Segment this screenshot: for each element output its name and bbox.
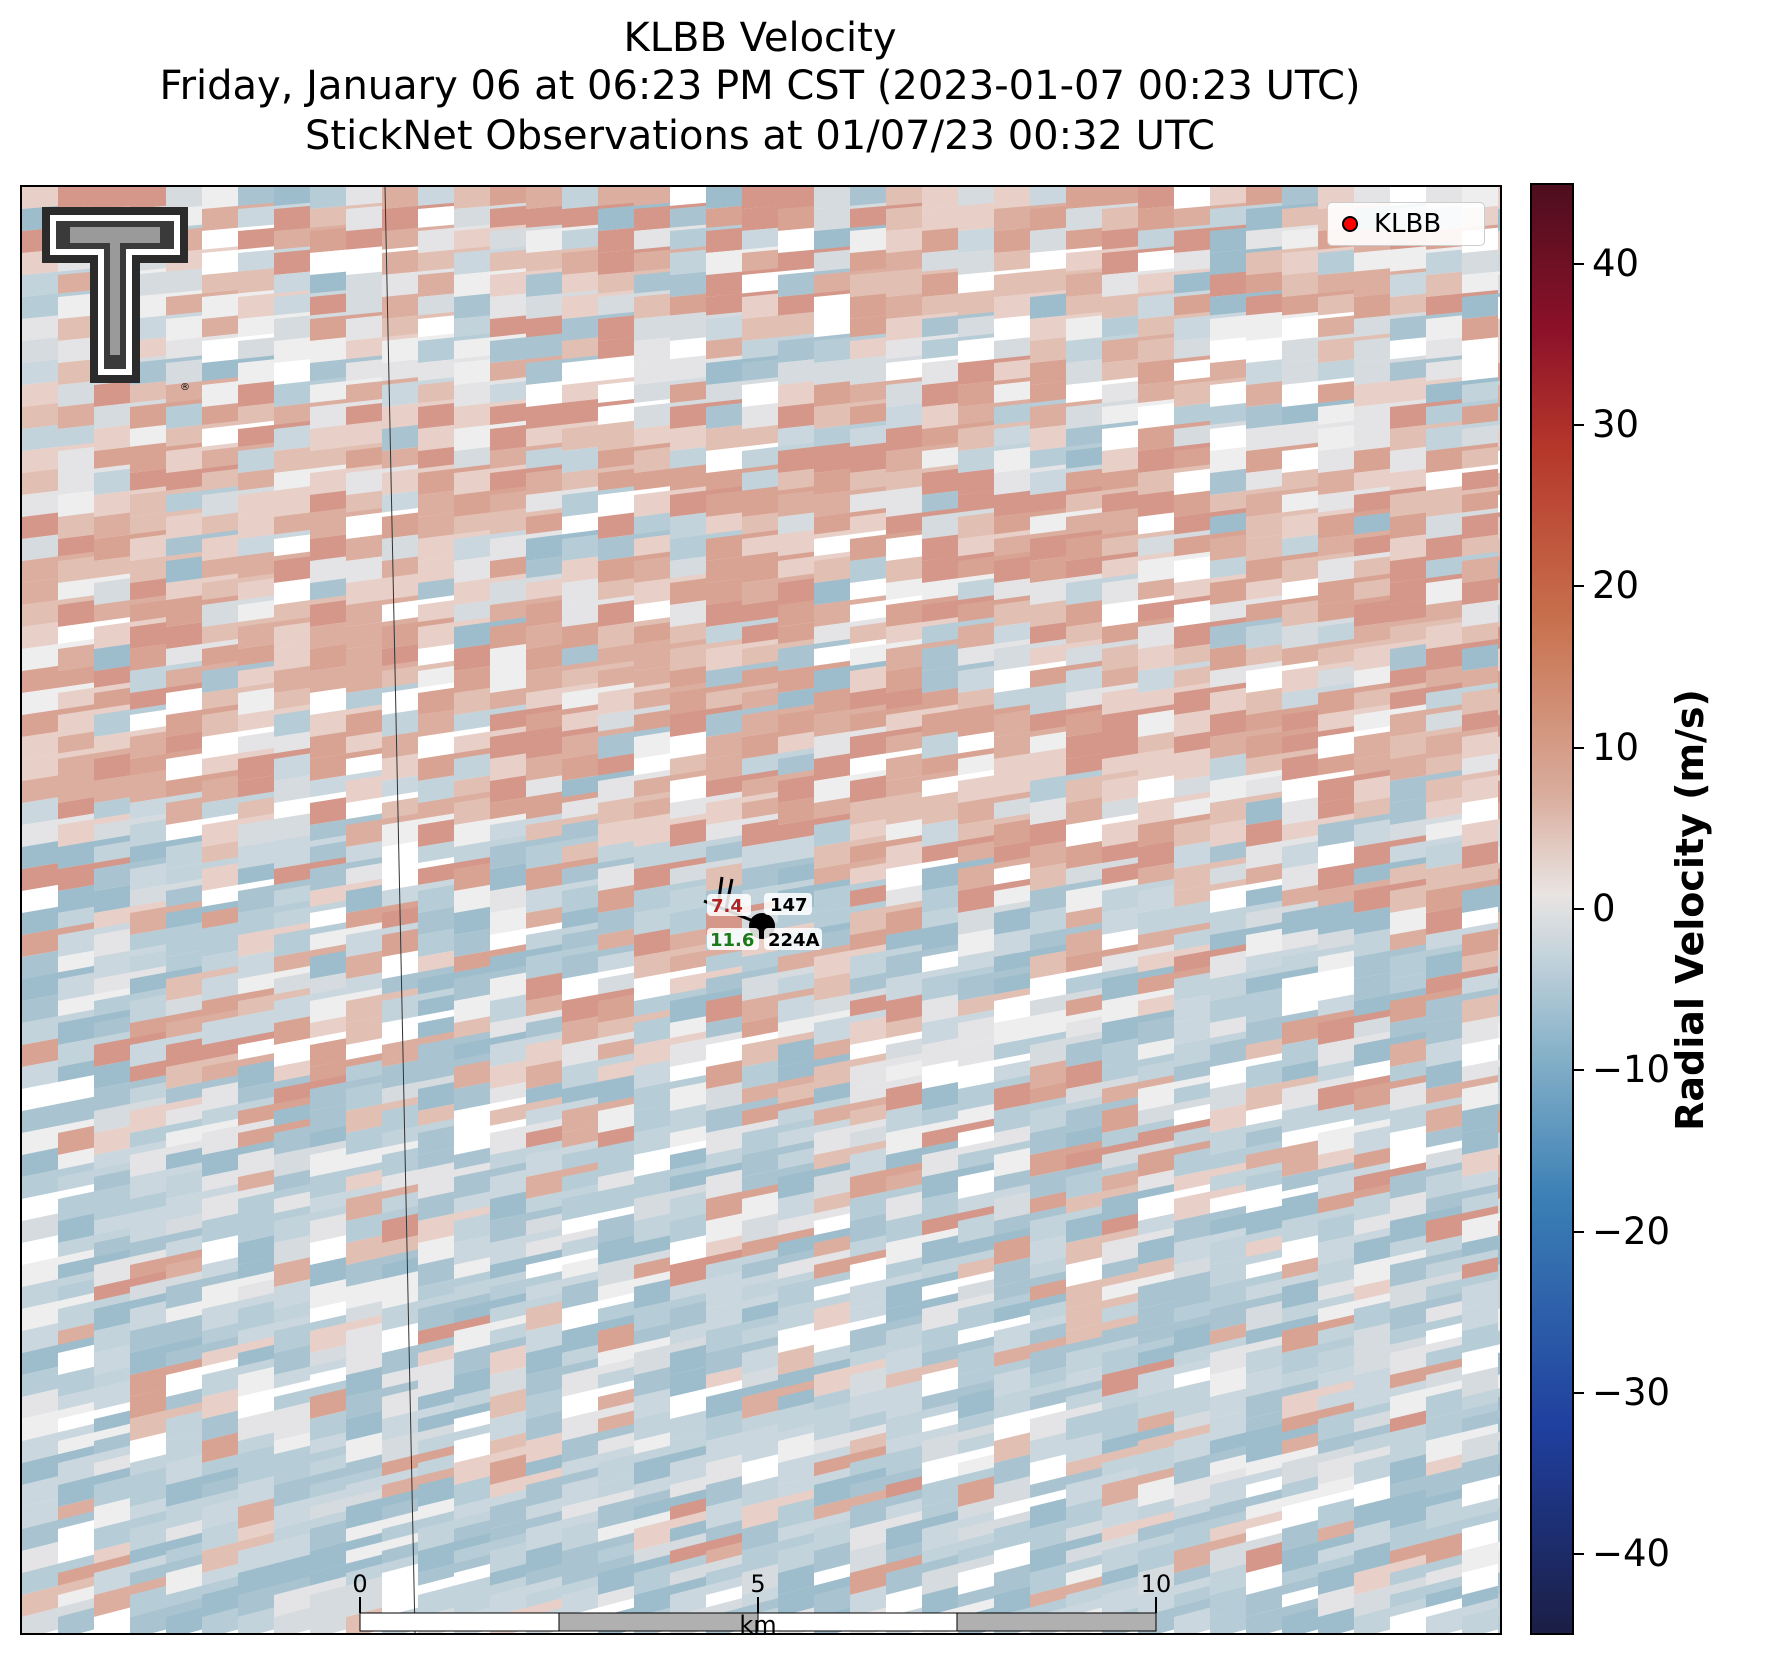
scale-label-5: 5 <box>750 1570 765 1598</box>
colorbar-label: Radial Velocity (m/s) <box>1668 689 1712 1131</box>
radar-map[interactable]: 7.4 147 11.6 224A 0 5 10 km <box>20 185 1502 1635</box>
colorbar-tick <box>1574 1553 1584 1556</box>
colorbar-tick <box>1574 1230 1584 1233</box>
klbb-marker-icon <box>1342 216 1358 232</box>
title-line-3: StickNet Observations at 01/07/23 00:32 … <box>305 113 1215 159</box>
colorbar-tick-label: −10 <box>1592 1048 1671 1092</box>
scale-bar: 0 5 10 km <box>352 1570 1171 1633</box>
county-boundary-line <box>384 187 416 1633</box>
colorbar-tick <box>1574 908 1584 910</box>
colorbar-tick-label: 30 <box>1592 403 1640 446</box>
scale-segment-1 <box>359 1612 560 1632</box>
colorbar-tick-label: −20 <box>1592 1209 1671 1253</box>
title-line-1: KLBB Velocity <box>623 15 897 61</box>
station-dewpoint: 11.6 <box>710 930 754 951</box>
station-id-top: 147 <box>770 895 808 916</box>
station-id-bottom: 224A <box>768 930 820 951</box>
radar-gates <box>22 187 1500 1633</box>
colorbar-tick-label: −40 <box>1592 1532 1671 1576</box>
texas-tech-double-t-logo: ® <box>42 207 190 393</box>
colorbar-tick-label: 0 <box>1592 887 1616 930</box>
station-temperature: 7.4 <box>711 896 743 917</box>
scale-segment-4 <box>956 1612 1157 1632</box>
colorbar <box>1530 183 1574 1635</box>
scale-label-0: 0 <box>352 1570 367 1598</box>
title-line-2: Friday, January 06 at 06:23 PM CST (2023… <box>159 63 1361 109</box>
legend-label: KLBB <box>1374 209 1442 239</box>
colorbar-tick-label: 40 <box>1592 241 1640 285</box>
colorbar-tick <box>1574 746 1584 749</box>
sticknet-station-plot[interactable]: 7.4 147 11.6 224A <box>703 876 822 951</box>
radar-velocity-field: 7.4 147 11.6 224A 0 5 10 km <box>22 187 1500 1633</box>
colorbar-tick-label: 10 <box>1592 725 1640 769</box>
scale-label-10: 10 <box>1141 1570 1172 1598</box>
map-legend: KLBB <box>1327 202 1485 246</box>
scale-segment-2 <box>558 1612 759 1632</box>
colorbar-tick <box>1574 1392 1584 1394</box>
colorbar-tick-label: 20 <box>1592 564 1640 608</box>
colorbar-tick <box>1574 1069 1584 1072</box>
scale-unit-label: km <box>739 1611 776 1633</box>
scale-segment-3 <box>757 1612 958 1632</box>
colorbar-tick <box>1574 585 1584 588</box>
colorbar-tick-label: −30 <box>1592 1371 1671 1414</box>
logo-registered-mark: ® <box>180 382 190 393</box>
colorbar-tick <box>1574 424 1584 426</box>
colorbar-tick <box>1574 262 1584 265</box>
